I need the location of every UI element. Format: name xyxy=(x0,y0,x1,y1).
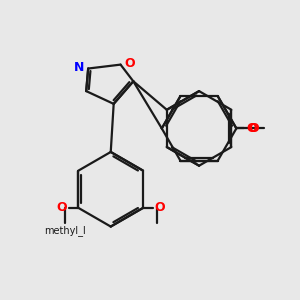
Text: O: O xyxy=(124,57,135,70)
Text: O: O xyxy=(155,201,165,214)
Text: methyl_l: methyl_l xyxy=(44,226,86,236)
Text: O: O xyxy=(246,122,257,135)
Text: O: O xyxy=(248,122,259,135)
Text: N: N xyxy=(74,61,84,74)
Text: O: O xyxy=(56,201,67,214)
